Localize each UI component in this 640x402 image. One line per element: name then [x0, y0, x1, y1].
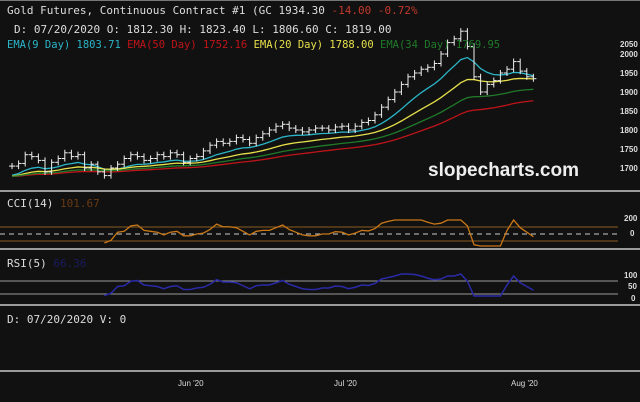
volume-divider — [0, 370, 640, 372]
cci-divider — [0, 248, 640, 250]
cci-line — [104, 218, 534, 247]
volume-readout: D: 07/20/2020 V: 0 — [7, 313, 127, 326]
price-divider — [0, 190, 640, 192]
price-tick: 2050 — [620, 40, 638, 49]
rsi-tick: 0 — [631, 294, 636, 303]
top-border — [0, 0, 640, 1]
ema-34-label: EMA(34 Day) 1769.95 — [380, 39, 501, 51]
cci-label: CCI(14) — [7, 197, 54, 210]
ema-50-label: EMA(50 Day) 1752.16 — [127, 39, 248, 51]
x-tick: Aug '20 — [511, 379, 538, 388]
title-text: Gold Futures, Continuous Contract #1 (GC… — [7, 4, 325, 17]
price-tick: 1900 — [620, 88, 638, 97]
cci-value: 101.67 — [59, 197, 100, 210]
ema-20-line — [11, 77, 534, 177]
instrument-title: Gold Futures, Continuous Contract #1 (GC… — [7, 4, 418, 17]
ema-9-line — [11, 56, 534, 176]
x-tick: Jul '20 — [334, 379, 357, 388]
rsi-tick: 100 — [624, 271, 638, 280]
rsi-title: RSI(5) 66.36 — [7, 257, 87, 270]
rsi-line — [104, 273, 534, 297]
price-change: -14.00 -0.72% — [331, 4, 418, 17]
rsi-divider — [0, 304, 640, 306]
x-tick: Jun '20 — [178, 379, 204, 388]
price-tick: 1800 — [620, 126, 638, 135]
ohlc-readout: D: 07/20/2020 O: 1812.30 H: 1823.40 L: 1… — [14, 23, 392, 36]
price-tick: 1850 — [620, 107, 638, 116]
ema-20-label: EMA(20 Day) 1788.00 — [253, 39, 374, 51]
ema-9-label: EMA(9 Day) 1803.71 — [7, 39, 121, 51]
rsi-tick: 50 — [628, 282, 637, 291]
watermark: slopecharts.com — [428, 160, 579, 181]
price-tick: 1700 — [620, 164, 638, 173]
ema-34-line — [11, 88, 534, 177]
price-tick: 1750 — [620, 145, 638, 154]
rsi-label: RSI(5) — [7, 257, 47, 270]
ema-legend: EMA(9 Day) 1803.71 EMA(50 Day) 1752.16 E… — [7, 39, 500, 51]
cci-tick: 200 — [624, 214, 638, 223]
price-tick: 2000 — [620, 50, 638, 59]
rsi-value: 66.36 — [53, 257, 87, 270]
cci-tick: 0 — [630, 229, 635, 238]
price-tick: 1950 — [620, 69, 638, 78]
cci-title: CCI(14) 101.67 — [7, 197, 100, 210]
